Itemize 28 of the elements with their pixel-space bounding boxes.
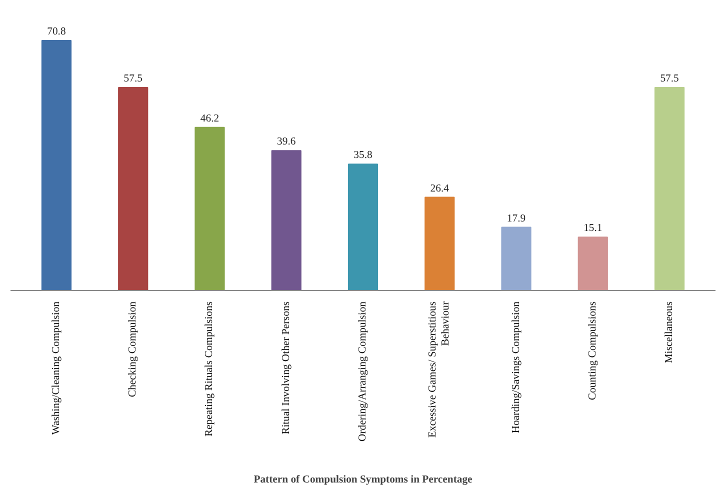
bar (501, 226, 532, 290)
x-tick-label: Ordering/Arranging Compulsion (358, 300, 368, 442)
data-label: 39.6 (277, 136, 296, 148)
data-label: 15.1 (584, 223, 602, 234)
bar (41, 40, 72, 290)
bar (424, 196, 455, 290)
bar (578, 236, 608, 290)
x-tick-label: Repeating Rituals Compulsions (204, 301, 216, 436)
x-tick-label: Washing/Cleaning Compulsion (50, 300, 62, 435)
data-label: 35.8 (354, 150, 372, 162)
data-label: 57.5 (124, 73, 142, 84)
bar (654, 86, 685, 290)
x-tick-label: Counting Compulsions (587, 301, 598, 400)
bar (118, 86, 148, 290)
x-tick-label: Hoarding/Savings Compulsion (510, 300, 522, 434)
x-tick-label: Ritual Involving Other Persons (280, 301, 292, 434)
x-axis-title: Pattern of Compulsion Symptoms in Percentage (254, 474, 473, 486)
bar (194, 126, 225, 290)
bar (271, 150, 302, 290)
bar (348, 164, 378, 290)
data-label: 17.9 (506, 213, 526, 224)
x-tick-label: Checking Compulsion (128, 300, 139, 398)
data-label: 57.5 (660, 73, 679, 84)
data-label: 70.8 (47, 26, 66, 38)
x-tick-label: Miscellaneous (664, 301, 676, 364)
data-label: 46.2 (200, 113, 220, 124)
x-tick-label: Excessive Games/ Superstitious Behaviour (428, 301, 452, 438)
data-label: 26.4 (430, 183, 450, 194)
